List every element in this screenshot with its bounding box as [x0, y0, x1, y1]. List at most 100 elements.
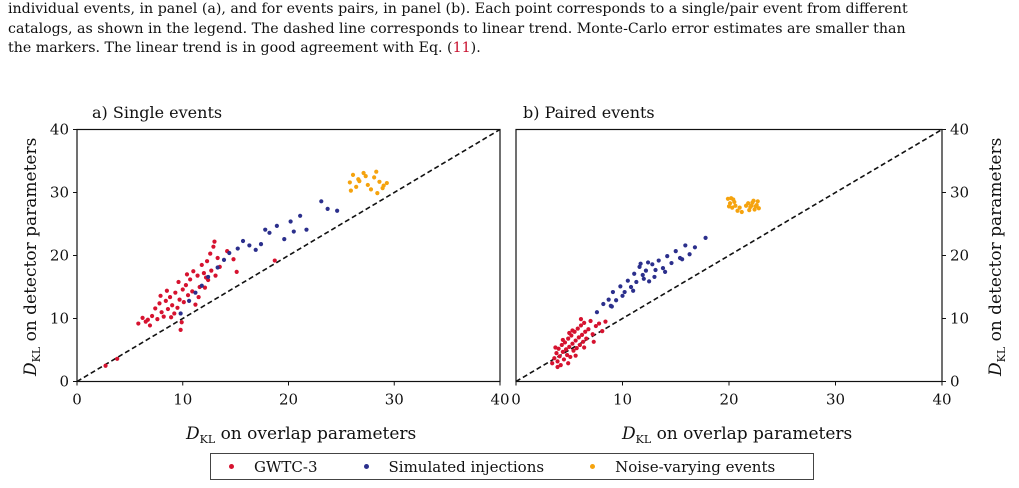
- panel-a-linear-trend-line: [76, 128, 501, 383]
- panel-b-point-sim: [653, 267, 658, 273]
- panel-b-point-gwtc: [584, 336, 589, 341]
- panel-a-point-gwtc: [140, 315, 145, 320]
- panel-a-point-sim: [186, 298, 192, 303]
- panel-b-point-noise: [730, 205, 735, 210]
- panel-b-point-noise: [756, 206, 761, 211]
- panel-b-point-gwtc: [568, 354, 573, 360]
- panel-b-point-gwtc: [566, 336, 571, 341]
- panel-b-point-sim: [620, 293, 625, 298]
- panel-b-point-gwtc: [600, 329, 605, 334]
- panel-b-ytick-label: 20: [950, 247, 969, 265]
- panel-a-point-gwtc: [173, 290, 178, 295]
- panel-b-point-sim: [625, 278, 630, 283]
- panel-a-point-gwtc: [170, 303, 175, 308]
- panel-a-point-sim: [240, 238, 246, 244]
- panel-a-point-gwtc: [165, 306, 171, 312]
- panel-a-point-gwtc: [169, 315, 174, 320]
- panel-a-point-gwtc: [177, 297, 182, 302]
- panel-a-xtick-label: 30: [385, 391, 404, 409]
- panel-b-point-gwtc: [580, 339, 586, 344]
- panel-a-point-sim: [282, 237, 287, 242]
- panel-b-point-sim: [608, 303, 613, 308]
- panel-a-ytick-label: 40: [50, 121, 69, 139]
- panel-a-xtick-label: 20: [279, 391, 298, 409]
- equation-reference-link[interactable]: 11: [452, 40, 471, 56]
- panel-b-point-sim: [637, 264, 642, 269]
- panel-a-point-noise: [350, 172, 356, 177]
- panel-b-point-gwtc: [575, 326, 580, 331]
- panel-a-point-sim: [199, 283, 204, 288]
- legend-item-noise: Noise-varying events: [590, 458, 775, 476]
- panel-a-point-gwtc: [184, 272, 190, 277]
- panel-a-point-gwtc: [180, 287, 185, 292]
- panel-b-point-gwtc: [557, 354, 562, 359]
- panel-a-point-sim: [258, 242, 264, 247]
- panel-b-point-gwtc: [563, 347, 569, 352]
- panel-a-point-gwtc: [202, 285, 208, 290]
- panel-b-point-noise: [737, 205, 742, 210]
- panel-b-point-noise: [735, 208, 740, 213]
- panel-a-point-sim: [304, 227, 309, 232]
- panel-a-point-gwtc: [208, 251, 213, 256]
- panel-b-point-gwtc: [567, 330, 572, 336]
- panel-a-point-gwtc: [136, 321, 141, 326]
- panel-a-point-noise: [381, 183, 386, 188]
- panel-a-point-gwtc: [179, 320, 184, 325]
- panel-a-point-sim: [298, 213, 303, 218]
- panel-a-point-gwtc: [195, 273, 200, 278]
- panel-b-ylabel: DKL on detector parameters: [986, 138, 1008, 377]
- panel-a-point-gwtc: [201, 271, 206, 276]
- panel-a-point-noise: [372, 175, 377, 180]
- panel-b-point-sim: [614, 298, 619, 303]
- panel-b-point-noise: [755, 199, 760, 204]
- panel-b-point-gwtc: [593, 323, 598, 329]
- panel-a-point-gwtc: [175, 305, 180, 310]
- panel-a-point-gwtc: [191, 269, 196, 274]
- caption-line-1: individual events, in panel (a), and for…: [8, 1, 908, 17]
- panel-a-point-noise: [375, 191, 380, 196]
- panel-a-point-gwtc: [209, 268, 214, 273]
- panel-a-point-sim: [291, 229, 296, 234]
- panel-b-point-noise: [727, 201, 733, 206]
- panel-b-point-sim: [634, 279, 639, 285]
- panel-b-point-sim: [594, 310, 600, 315]
- gwtc-marker-icon: [229, 464, 234, 469]
- panel-b-point-noise: [729, 196, 734, 201]
- panel-b-point-gwtc: [591, 339, 596, 344]
- panel-a-point-noise: [365, 182, 370, 188]
- legend-item-sim: Simulated injections: [363, 458, 544, 476]
- panel-b-point-gwtc: [555, 364, 560, 370]
- panel-a-point-gwtc: [211, 244, 216, 249]
- panel-a-point-sim: [193, 290, 198, 295]
- panel-a-point-gwtc: [178, 327, 183, 332]
- panel-a-point-gwtc: [212, 239, 217, 244]
- panel-b-point-noise: [726, 204, 732, 209]
- panel-a-xlabel: DKL on overlap parameters: [185, 424, 416, 446]
- panel-b-point-gwtc: [571, 348, 576, 353]
- panel-b-ytick-label: 0: [950, 373, 960, 391]
- panel-a-ylabel: DKL on detector parameters: [21, 138, 43, 377]
- panel-a-point-noise: [374, 169, 379, 174]
- panel-b-point-gwtc: [596, 321, 602, 326]
- panel-a-point-gwtc: [115, 356, 120, 361]
- panel-b-point-gwtc: [556, 346, 561, 351]
- panel-b-point-gwtc: [559, 342, 564, 348]
- panel-a-point-gwtc: [181, 300, 186, 305]
- panel-b-xtick-label: 10: [613, 391, 632, 409]
- panel-a-point-sim: [215, 265, 220, 270]
- panel-a-point-gwtc: [147, 323, 153, 328]
- panel-b-point-sim: [652, 274, 657, 280]
- panel-b-xtick-label: 20: [719, 391, 738, 409]
- panel-b-point-sim: [692, 245, 698, 250]
- panel-a-point-gwtc: [272, 258, 277, 263]
- panel-a-point-sim: [263, 227, 268, 232]
- panel-b-point-sim: [650, 262, 655, 267]
- panel-b-point-sim: [656, 258, 661, 263]
- panel-b-xtick-label: 0: [511, 391, 521, 409]
- panel-b-point-sim: [645, 260, 651, 265]
- panel-a-point-gwtc: [213, 273, 218, 278]
- panel-b-point-sim: [631, 288, 636, 293]
- panel-b-point-gwtc: [570, 328, 575, 333]
